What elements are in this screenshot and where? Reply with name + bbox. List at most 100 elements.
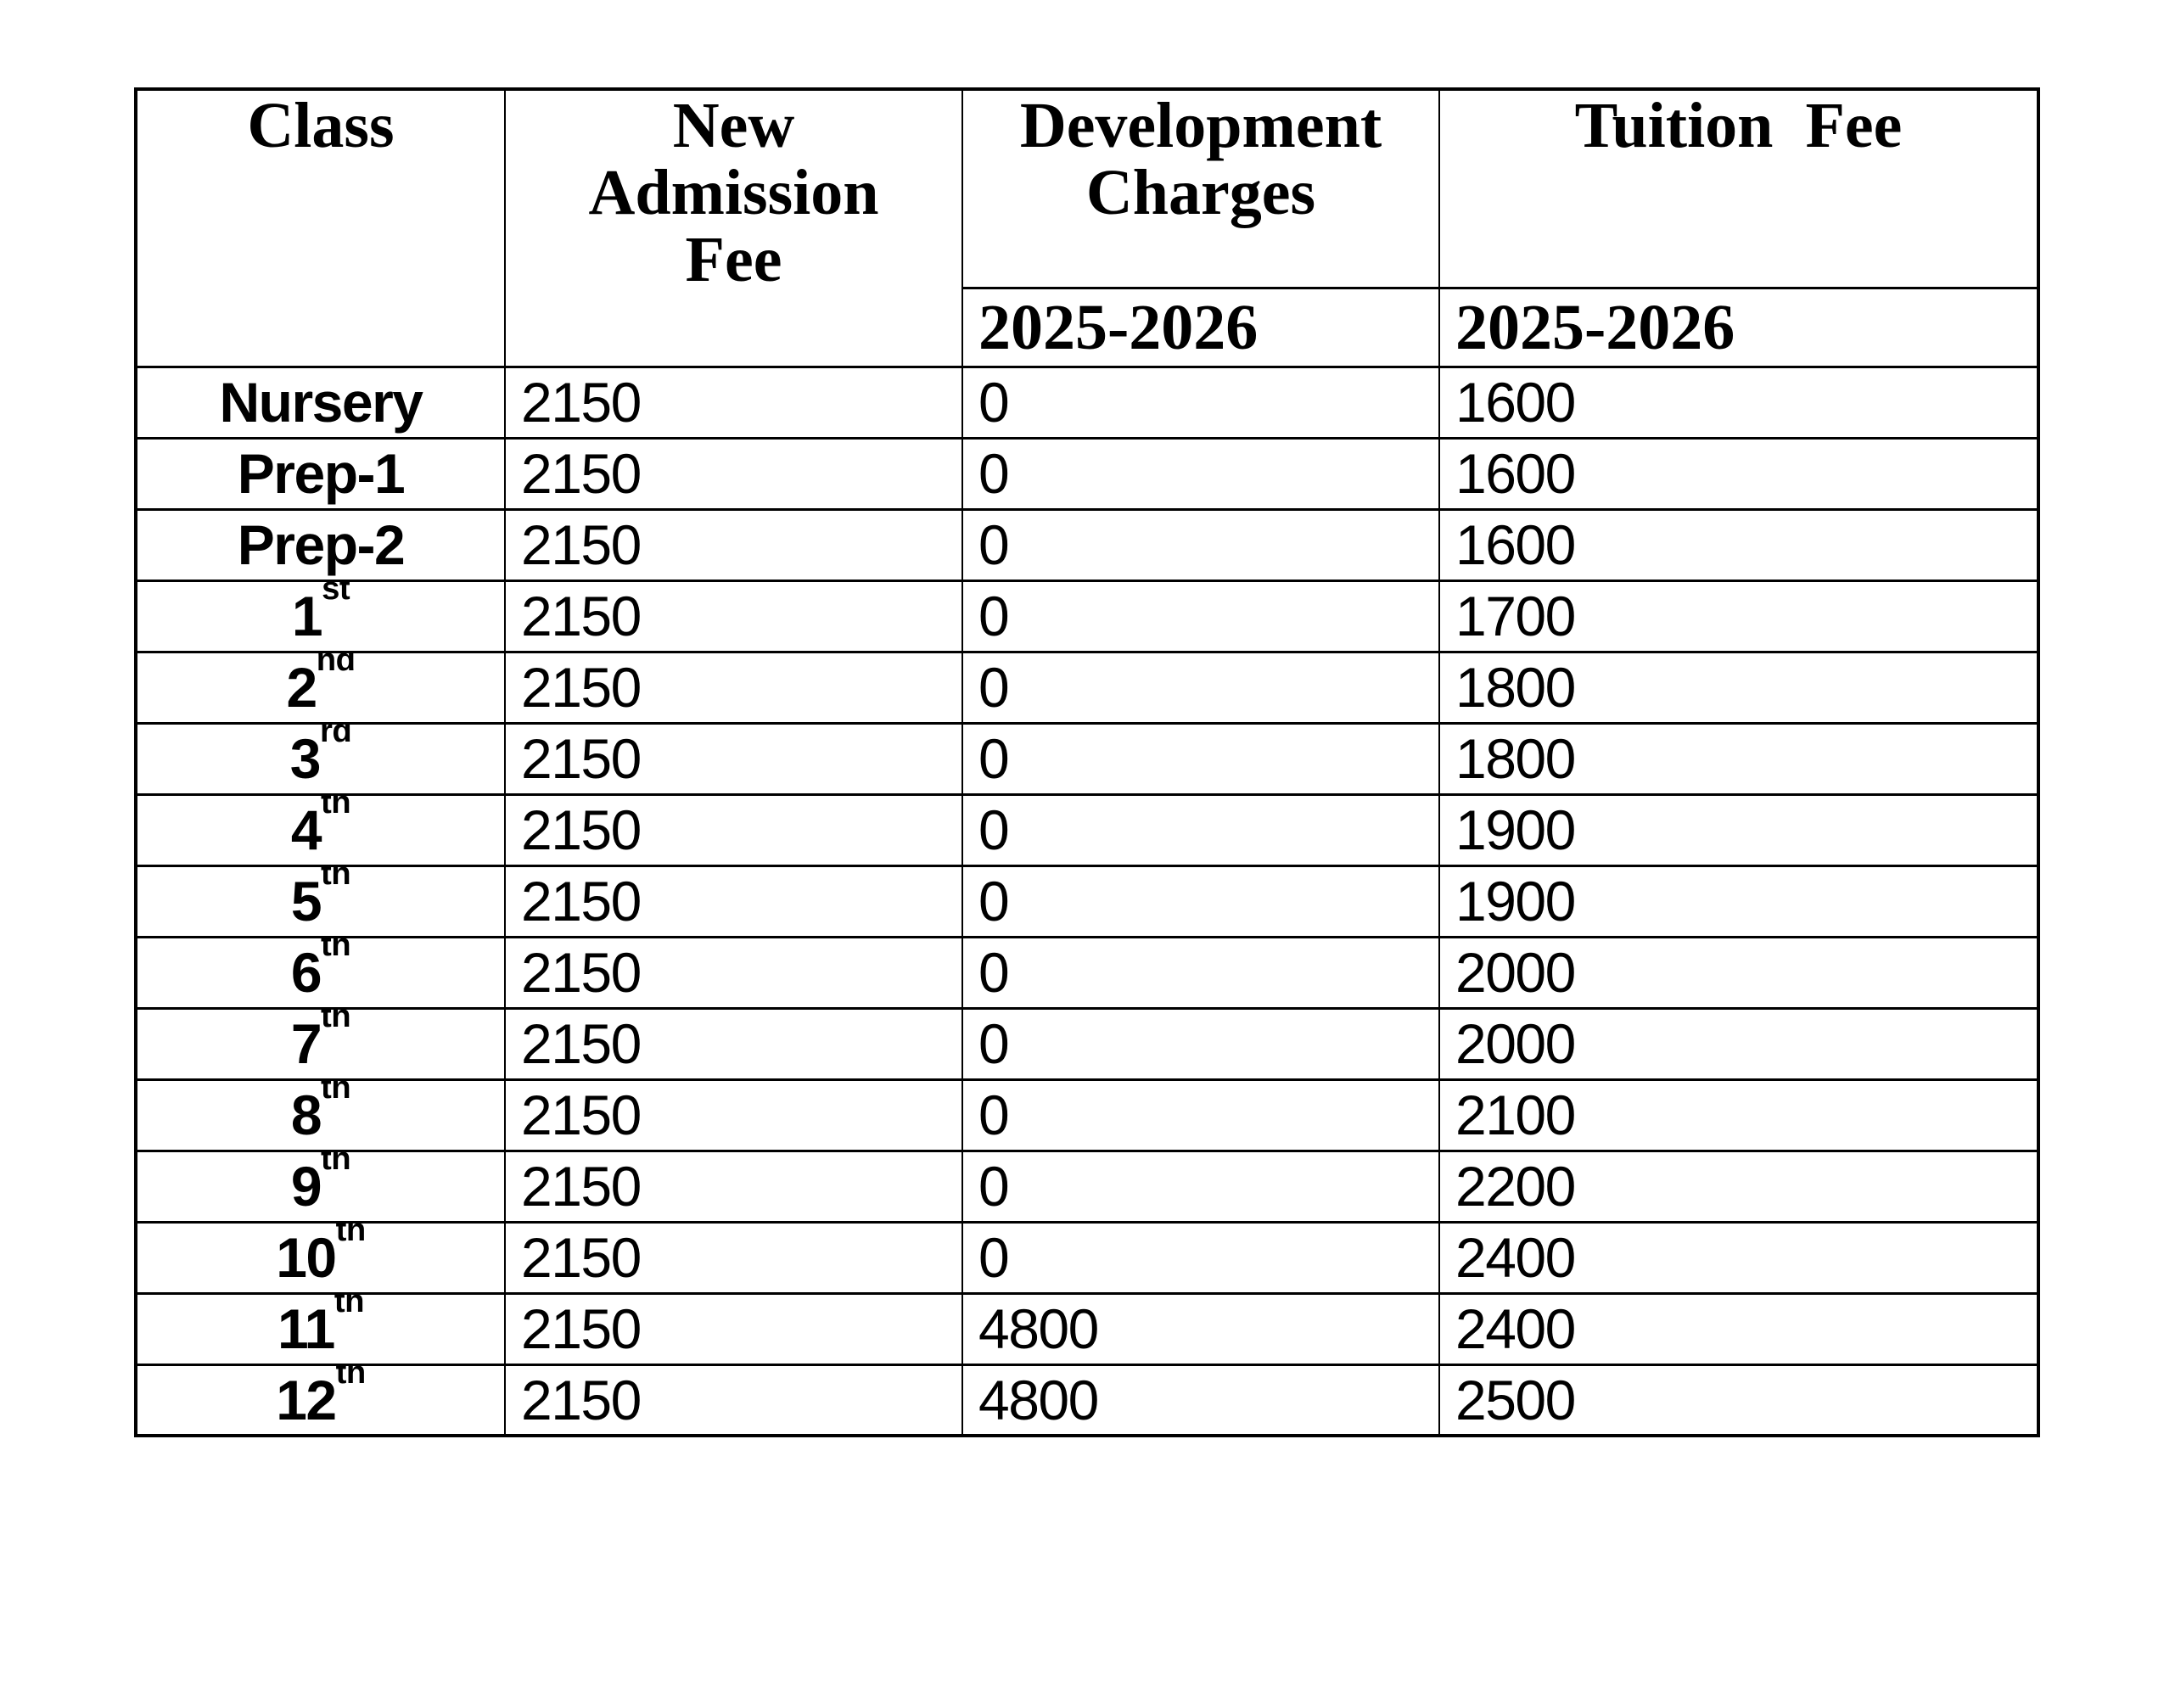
class-cell: 9th	[135, 1149, 506, 1224]
new-admission-fee-cell: 2150	[504, 650, 963, 725]
class-cell: 10th	[135, 1220, 506, 1295]
class-cell: Prep-2	[135, 507, 506, 582]
table-row: 8th 2150 0 2100	[135, 1078, 2039, 1152]
subheader-development-year: 2025-2026	[961, 286, 1440, 368]
development-charges-cell: 0	[961, 1149, 1440, 1224]
class-ordinal: th	[321, 1151, 351, 1178]
new-admission-fee-cell: 2150	[504, 935, 963, 1010]
tuition-fee-cell: 1600	[1438, 365, 2039, 440]
tuition-fee-cell: 1900	[1438, 792, 2039, 867]
development-charges-cell: 0	[961, 650, 1440, 725]
class-cell: 8th	[135, 1078, 506, 1152]
development-charges-cell: 4800	[961, 1291, 1440, 1366]
table-row: Prep-2 2150 0 1600	[135, 507, 2039, 582]
class-ordinal: th	[321, 865, 351, 893]
tuition-fee-cell: 1600	[1438, 507, 2039, 582]
class-name: Prep-2	[237, 513, 406, 576]
new-admission-fee-cell: 2150	[504, 507, 963, 582]
class-name: Prep-1	[237, 442, 406, 505]
class-name: 12	[276, 1368, 337, 1431]
header-development-charges: Development Charges	[961, 87, 1440, 289]
class-name: 9	[290, 1155, 322, 1218]
development-charges-cell: 0	[961, 1006, 1440, 1081]
table-row: 7th 2150 0 2000	[135, 1006, 2039, 1081]
class-ordinal: th	[321, 794, 351, 821]
tuition-fee-cell: 2500	[1438, 1363, 2039, 1437]
class-name: 5	[290, 870, 322, 932]
class-cell: 11th	[135, 1291, 506, 1366]
table-row: Prep-1 2150 0 1600	[135, 436, 2039, 511]
new-admission-fee-cell: 2150	[504, 579, 963, 653]
class-name: 6	[290, 941, 322, 1004]
table-row: Nursery 2150 0 1600	[135, 365, 2039, 440]
new-admission-fee-cell: 2150	[504, 436, 963, 511]
class-cell: 4th	[135, 792, 506, 867]
table-row: 6th 2150 0 2000	[135, 935, 2039, 1010]
class-name: 2	[286, 656, 318, 719]
class-ordinal: st	[322, 580, 350, 608]
table-row: 1st 2150 0 1700	[135, 579, 2039, 653]
tuition-fee-cell: 1800	[1438, 650, 2039, 725]
development-charges-cell: 0	[961, 365, 1440, 440]
table-row: 5th 2150 0 1900	[135, 864, 2039, 938]
new-admission-fee-cell: 2150	[504, 864, 963, 938]
class-ordinal: th	[321, 1079, 351, 1106]
development-charges-cell: 0	[961, 579, 1440, 653]
development-charges-cell: 0	[961, 792, 1440, 867]
class-name: 11	[278, 1297, 335, 1360]
development-charges-cell: 0	[961, 436, 1440, 511]
header-class: Class	[135, 87, 506, 368]
header-tuition-fee: Tuition Fee	[1438, 87, 2039, 289]
table-row: 2nd 2150 0 1800	[135, 650, 2039, 725]
class-name: 3	[289, 727, 322, 790]
class-cell: Prep-1	[135, 436, 506, 511]
table-row: 4th 2150 0 1900	[135, 792, 2039, 867]
tuition-fee-cell: 1700	[1438, 579, 2039, 653]
new-admission-fee-cell: 2150	[504, 721, 963, 796]
class-ordinal: nd	[316, 652, 356, 679]
class-name: 10	[276, 1226, 337, 1289]
class-ordinal: th	[335, 1364, 367, 1391]
development-charges-cell: 0	[961, 1078, 1440, 1152]
class-name: 4	[290, 798, 322, 861]
subheader-tuition-year: 2025-2026	[1438, 286, 2039, 368]
table-row: 9th 2150 0 2200	[135, 1149, 2039, 1224]
class-name: 1	[291, 585, 323, 647]
development-charges-cell: 0	[961, 1220, 1440, 1295]
class-ordinal: rd	[319, 723, 352, 750]
new-admission-fee-cell: 2150	[504, 1149, 963, 1224]
new-admission-fee-cell: 2150	[504, 1291, 963, 1366]
table-row: 10th 2150 0 2400	[135, 1220, 2039, 1295]
tuition-fee-cell: 2100	[1438, 1078, 2039, 1152]
tuition-fee-cell: 2200	[1438, 1149, 2039, 1224]
table-row: 12th 2150 4800 2500	[135, 1363, 2039, 1437]
new-admission-fee-cell: 2150	[504, 365, 963, 440]
class-cell: 1st	[135, 579, 506, 653]
new-admission-fee-cell: 2150	[504, 792, 963, 867]
tuition-fee-cell: 1900	[1438, 864, 2039, 938]
tuition-fee-cell: 2400	[1438, 1220, 2039, 1295]
fee-table-body: Nursery 2150 0 1600 Prep-1 2150 0 1600 P…	[135, 365, 2039, 1437]
new-admission-fee-cell: 2150	[504, 1078, 963, 1152]
class-cell: Nursery	[135, 365, 506, 440]
development-charges-cell: 0	[961, 721, 1440, 796]
tuition-fee-cell: 2000	[1438, 935, 2039, 1010]
class-cell: 7th	[135, 1006, 506, 1081]
class-ordinal: th	[321, 937, 351, 964]
tuition-fee-cell: 2400	[1438, 1291, 2039, 1366]
tuition-fee-cell: 2000	[1438, 1006, 2039, 1081]
class-ordinal: th	[321, 1008, 351, 1035]
table-row: 3rd 2150 0 1800	[135, 721, 2039, 796]
class-ordinal: th	[335, 1222, 367, 1249]
class-cell: 5th	[135, 864, 506, 938]
fee-table: Class New Admission Fee Development Char…	[134, 87, 2040, 1437]
development-charges-cell: 0	[961, 507, 1440, 582]
header-new-admission-fee: New Admission Fee	[504, 87, 963, 368]
class-cell: 6th	[135, 935, 506, 1010]
class-name: 7	[290, 1012, 322, 1075]
tuition-fee-cell: 1600	[1438, 436, 2039, 511]
header-row: Class New Admission Fee Development Char…	[135, 87, 2039, 368]
tuition-fee-cell: 1800	[1438, 721, 2039, 796]
class-ordinal: th	[334, 1293, 365, 1320]
class-cell: 12th	[135, 1363, 506, 1437]
